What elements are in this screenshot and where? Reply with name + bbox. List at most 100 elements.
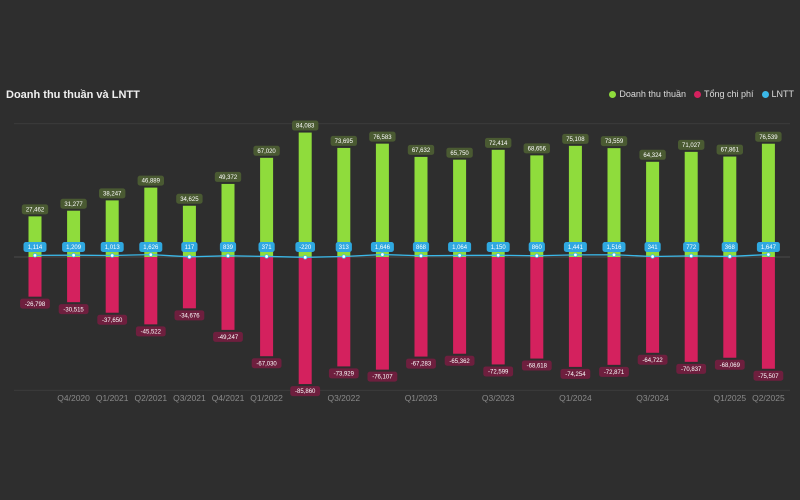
x-tick-label: Q2/2021 <box>134 393 167 403</box>
data-label-revenue-box <box>137 175 164 186</box>
data-label-profit: 1,064 <box>448 242 472 252</box>
x-tick-label: Q3/2021 <box>173 393 206 403</box>
legend-item-cost[interactable]: Tổng chi phí <box>693 89 754 99</box>
data-label-cost: -49,247 <box>213 331 243 342</box>
data-label-revenue: 46,889 <box>137 175 164 186</box>
data-label-profit-box <box>335 242 352 252</box>
data-label-revenue-box <box>755 131 782 142</box>
data-label-cost-text: -70,837 <box>681 367 702 373</box>
data-label-profit: 371 <box>258 242 275 252</box>
point-profit <box>264 254 269 259</box>
data-label-cost-text: -64,722 <box>642 358 663 364</box>
data-label-revenue-box <box>523 143 550 154</box>
data-label-cost: -67,283 <box>406 358 436 369</box>
data-label-profit-box <box>683 242 700 252</box>
data-label-cost: -70,837 <box>676 363 707 374</box>
data-label-cost-box <box>251 358 282 369</box>
bar-revenue <box>684 151 698 257</box>
data-label-profit: 868 <box>412 242 430 252</box>
x-tick-label: Q1/2024 <box>559 393 592 403</box>
data-label-profit-text: 371 <box>262 245 273 251</box>
data-label-profit-box <box>528 242 545 252</box>
bar-cost <box>684 257 698 362</box>
bar-cost <box>530 257 544 359</box>
data-label-cost-text: -74,254 <box>565 372 586 378</box>
legend-item-profit[interactable]: LNTT <box>761 89 794 99</box>
bar-revenue <box>607 148 621 257</box>
x-tick-label: Q1/2021 <box>96 393 129 403</box>
data-label-profit: 341 <box>644 242 661 252</box>
legend-swatch-revenue <box>609 90 617 98</box>
data-label-profit-box <box>644 242 661 252</box>
point-profit <box>341 254 346 259</box>
data-label-profit: 1,647 <box>756 242 780 252</box>
data-label-cost-text: -68,618 <box>527 364 548 370</box>
point-profit <box>148 252 153 257</box>
data-label-cost-box <box>135 326 166 337</box>
data-label-profit: 1,441 <box>563 242 587 252</box>
data-label-revenue-box <box>678 139 705 150</box>
x-tick-label: Q1/2022 <box>250 393 283 403</box>
data-label-revenue-box <box>214 171 242 182</box>
data-label-revenue-text: 67,020 <box>257 149 276 155</box>
bar-cost <box>375 257 389 370</box>
bar-cost <box>144 257 158 325</box>
bar-cost <box>646 257 660 353</box>
data-label-revenue: 67,020 <box>253 145 280 156</box>
data-label-cost-text: -45,522 <box>141 329 162 335</box>
point-profit <box>109 253 115 258</box>
bar-cost <box>607 257 621 365</box>
data-label-revenue-text: 68,656 <box>528 146 547 152</box>
data-label-cost: -34,676 <box>174 310 205 321</box>
data-label-profit-text: 313 <box>339 245 350 251</box>
data-label-profit: 368 <box>721 242 738 252</box>
data-label-revenue-box <box>639 149 666 160</box>
data-label-cost-text: -65,362 <box>449 359 470 365</box>
point-profit <box>303 255 308 260</box>
data-label-cost-text: -75,507 <box>758 374 779 380</box>
data-label-cost-text: -67,030 <box>256 361 277 367</box>
point-profit <box>496 253 501 258</box>
data-label-profit-text: 1,064 <box>452 245 468 251</box>
data-label-profit-text: 368 <box>725 245 736 251</box>
bar-revenue <box>260 157 274 257</box>
data-label-revenue: 76,539 <box>755 131 782 142</box>
data-label-revenue-text: 76,583 <box>373 135 392 141</box>
bar-revenue <box>221 183 235 257</box>
data-label-cost-text: -34,676 <box>179 313 200 319</box>
data-label-cost-box <box>58 304 89 315</box>
data-label-revenue-text: 27,462 <box>26 207 45 213</box>
point-profit <box>611 252 617 257</box>
data-label-cost-text: -26,798 <box>25 302 46 308</box>
data-label-cost-box <box>97 314 128 325</box>
data-label-profit-text: 1,626 <box>143 245 159 251</box>
data-label-cost: -30,515 <box>58 304 89 315</box>
data-label-profit-box <box>181 242 198 252</box>
legend-item-revenue[interactable]: Doanh thu thuần <box>609 89 686 99</box>
bar-cost <box>568 257 582 367</box>
data-label-revenue: 67,861 <box>716 144 743 155</box>
data-label-profit: 117 <box>181 242 198 252</box>
data-label-revenue-text: 34,625 <box>180 197 199 203</box>
data-label-cost-box <box>328 368 359 379</box>
data-label-profit: 1,013 <box>100 242 124 252</box>
legend-label-cost: Tổng chi phí <box>703 89 754 99</box>
data-label-cost-text: -37,650 <box>102 318 123 324</box>
data-label-profit-text: 1,114 <box>28 245 43 251</box>
data-label-revenue-box <box>716 144 743 155</box>
data-label-cost-box <box>483 366 514 377</box>
data-label-profit-text: 1,647 <box>761 245 777 251</box>
point-profit <box>32 253 38 258</box>
point-profit <box>457 253 462 258</box>
data-label-cost-text: -49,247 <box>218 335 239 341</box>
x-tick-label: Q3/2022 <box>327 393 360 403</box>
bar-revenue <box>646 161 660 257</box>
data-label-revenue: 34,625 <box>176 193 203 204</box>
data-label-cost-text: -85,860 <box>295 389 316 395</box>
data-label-profit-box <box>62 242 86 252</box>
bar-revenue <box>337 147 351 257</box>
data-label-cost-box <box>174 310 205 321</box>
data-label-revenue-box <box>446 147 473 158</box>
data-label-cost-box <box>637 354 668 365</box>
